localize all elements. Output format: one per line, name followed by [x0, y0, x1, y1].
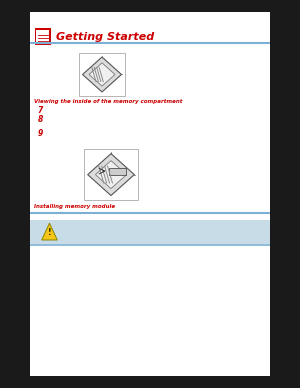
- FancyBboxPatch shape: [30, 12, 270, 376]
- FancyBboxPatch shape: [84, 149, 138, 200]
- Polygon shape: [88, 154, 134, 196]
- FancyBboxPatch shape: [79, 53, 125, 96]
- FancyBboxPatch shape: [34, 28, 51, 45]
- Polygon shape: [95, 161, 127, 189]
- Polygon shape: [42, 223, 57, 240]
- Polygon shape: [82, 57, 122, 92]
- FancyBboxPatch shape: [30, 220, 270, 244]
- FancyBboxPatch shape: [36, 30, 49, 43]
- Text: Installing memory module: Installing memory module: [34, 204, 116, 209]
- Polygon shape: [89, 63, 115, 86]
- Text: 9: 9: [38, 129, 43, 139]
- Text: 7: 7: [38, 106, 43, 116]
- Polygon shape: [109, 168, 126, 175]
- Text: !: !: [48, 228, 51, 237]
- Text: Getting Started: Getting Started: [56, 32, 155, 42]
- Text: 8: 8: [38, 115, 43, 124]
- Text: Viewing the inside of the memory compartment: Viewing the inside of the memory compart…: [34, 99, 183, 104]
